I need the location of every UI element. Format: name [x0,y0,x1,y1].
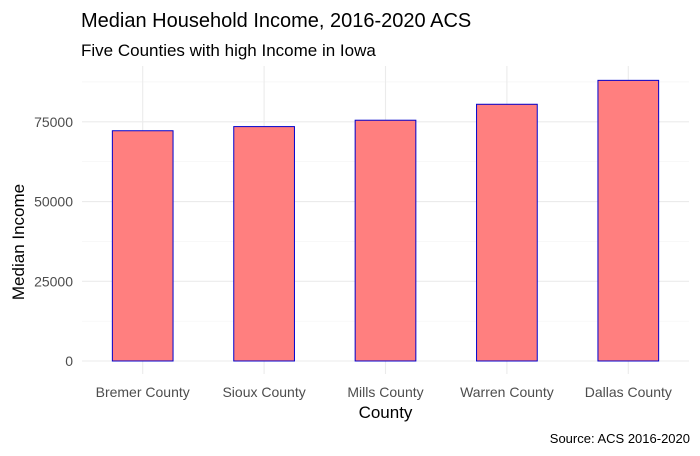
x-axis-title: County [359,403,413,422]
y-tick-label: 0 [65,353,73,369]
bar-mills-county [354,119,417,362]
chart-title: Median Household Income, 2016-2020 ACS [81,10,471,32]
bar-warren-county [476,103,538,362]
x-tick-label: Warren County [460,384,554,400]
bar-sioux-county [233,126,295,362]
x-tick-label: Mills County [347,384,423,400]
y-axis-ticks: 0 25000 50000 75000 [34,114,73,369]
chart-caption: Source: ACS 2016-2020 [550,431,690,446]
y-tick-label: 75000 [34,114,73,130]
x-tick-label: Sioux County [222,384,305,400]
x-tick-label: Bremer County [96,384,190,400]
x-axis-ticks: Bremer County Sioux County Mills County War… [96,384,672,400]
bar-dallas-county [597,79,660,362]
chart-subtitle: Five Counties with high Income in Iowa [81,41,376,60]
bars [111,79,660,362]
y-axis-title: Median Income [9,184,28,300]
x-tick-label: Dallas County [585,384,672,400]
y-tick-label: 25000 [34,273,73,289]
bar-bremer-county [111,130,174,362]
y-tick-label: 50000 [34,194,73,210]
